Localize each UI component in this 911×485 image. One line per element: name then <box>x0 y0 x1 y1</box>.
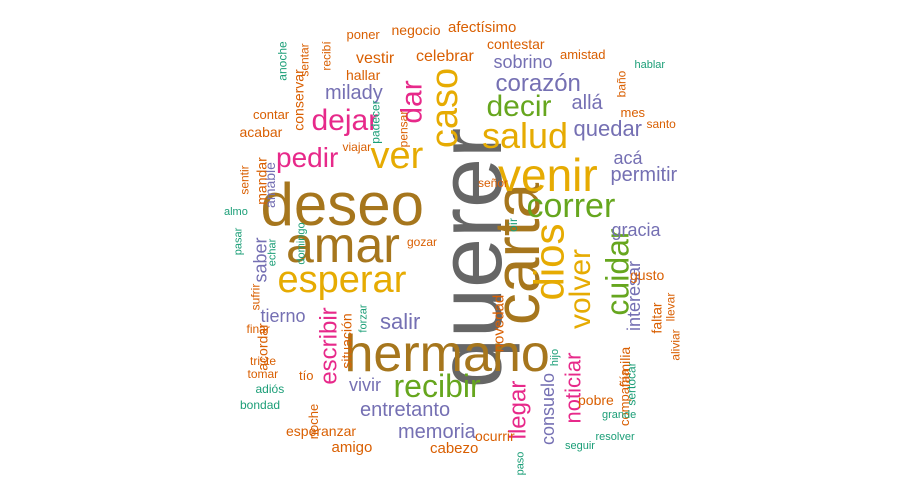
word-cloud-word: corazón <box>495 70 581 97</box>
word-cloud-word: finar <box>246 322 270 336</box>
word-cloud-word: almo <box>224 205 248 218</box>
word-cloud-word: anoche <box>275 41 290 81</box>
word-cloud-word: celebrar <box>416 48 474 65</box>
word-cloud-word: sentar <box>297 43 312 77</box>
word-cloud-word: vivir <box>349 375 381 395</box>
word-cloud-word: volver <box>564 248 598 330</box>
word-cloud-word: acá <box>613 148 643 168</box>
word-cloud-word: paso <box>514 451 527 475</box>
word-cloud-word: ocurrir <box>475 428 515 444</box>
word-cloud-word: entretanto <box>360 399 451 421</box>
word-cloud-word: salir <box>380 309 421 334</box>
word-cloud-word: gracia <box>611 220 661 240</box>
word-cloud-word: amar <box>286 217 400 273</box>
word-cloud-word: permitir <box>610 164 678 186</box>
word-cloud-word: sentir <box>237 165 252 195</box>
word-cloud-word: gusto <box>630 267 665 283</box>
word-cloud-word: recibí <box>319 41 334 71</box>
word-cloud-word: pedir <box>276 142 339 173</box>
word-cloud-word: memoria <box>398 421 476 443</box>
word-cloud-word: grande <box>602 408 637 421</box>
word-cloud-word: consuelo <box>538 372 559 446</box>
word-cloud-word: aliviar <box>668 329 683 361</box>
word-cloud-word: contestar <box>487 36 545 52</box>
word-cloud-word: acabar <box>239 124 283 140</box>
word-cloud-word: amigo <box>331 438 373 456</box>
word-cloud-word: forzar <box>357 303 370 333</box>
word-cloud-word: contar <box>253 106 290 122</box>
word-cloud-word: sertocar <box>624 362 639 406</box>
word-cloud-word: pasar <box>232 227 245 255</box>
word-cloud-word: recibir <box>393 368 481 404</box>
word-cloud-word: adiós <box>255 382 285 396</box>
word-cloud-word: sufrir <box>247 283 262 311</box>
word-cloud-word: hablar <box>634 58 666 71</box>
word-cloud-word: esperanzar <box>286 423 357 439</box>
word-cloud-word: esperar <box>277 259 407 301</box>
word-cloud-word: correr <box>526 187 616 225</box>
word-cloud-word: ver <box>370 135 424 177</box>
word-cloud-word: decir <box>486 90 552 123</box>
word-cloud-word: mandar <box>253 157 270 205</box>
word-cloud-word: faltar <box>648 302 665 334</box>
word-cloud-word: milady <box>325 82 383 104</box>
word-cloud-word: quedar <box>573 116 643 141</box>
word-cloud-word: conservar <box>290 69 307 131</box>
word-cloud-word: tío <box>299 367 314 383</box>
word-cloud-word: viajar <box>342 140 372 154</box>
word-cloud-word: poner <box>346 26 380 42</box>
word-cloud-word: oír <box>506 217 521 233</box>
word-cloud-word: cabezo <box>430 439 479 457</box>
word-cloud-word: resolver <box>595 430 635 443</box>
word-cloud-word: hijo <box>548 348 561 366</box>
word-cloud-word: seguir <box>565 439 595 452</box>
word-cloud-word: novedad <box>490 294 508 352</box>
word-cloud-word: bondad <box>240 398 281 412</box>
word-cloud-word: tomar <box>247 367 279 381</box>
word-cloud-word: venir <box>498 149 598 201</box>
word-cloud-word: padecer <box>368 100 383 144</box>
word-cloud-word: baño <box>613 70 628 98</box>
word-cloud-word: hermano <box>344 325 550 383</box>
word-cloud-word: domingo <box>295 221 308 265</box>
word-cloud-word: afectísimo <box>448 18 517 36</box>
word-cloud-word: amistad <box>560 46 606 62</box>
word-cloud-word: salud <box>482 115 569 156</box>
word-cloud-word: mes <box>620 104 646 120</box>
word-cloud-word: negocio <box>391 22 441 38</box>
word-cloud-word: sobrino <box>493 52 553 72</box>
word-cloud-word: noche <box>305 403 321 439</box>
word-cloud-word: deseo <box>260 171 424 238</box>
word-cloud-word: allá <box>571 92 603 114</box>
word-cloud-word: gozar <box>407 235 438 249</box>
word-cloud-word: santo <box>646 117 676 131</box>
word-cloud-word: dejar <box>311 104 379 137</box>
word-cloud-word: llevar <box>662 292 677 322</box>
word-cloud-word: vestir <box>356 50 395 67</box>
word-cloud-word: hallar <box>346 67 381 83</box>
word-cloud-word: escribir <box>315 307 343 385</box>
word-cloud-word: señor <box>478 176 509 190</box>
word-cloud-word: pensar <box>395 110 410 148</box>
word-cloud-word: noticiar <box>559 352 585 424</box>
word-cloud-word: situación <box>338 313 355 369</box>
word-cloud-word: triste <box>250 354 277 368</box>
word-cloud-word: echar <box>266 238 279 266</box>
word-cloud-word: caso <box>424 67 467 149</box>
word-cloud-word: pobre <box>578 392 614 408</box>
word-cloud-word: tierno <box>260 306 306 326</box>
